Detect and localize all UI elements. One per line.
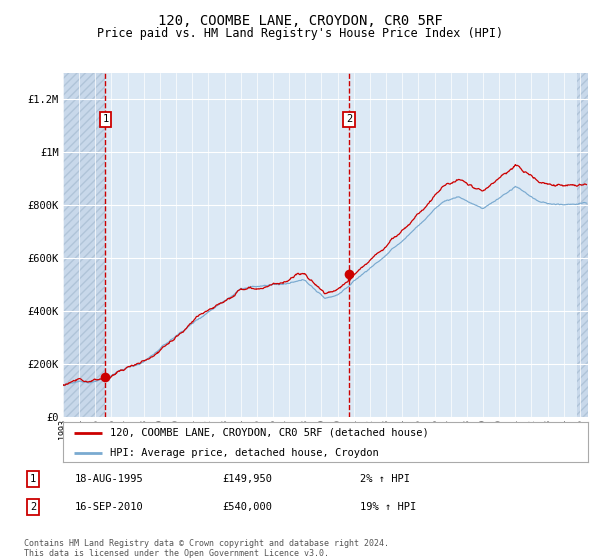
Text: 2% ↑ HPI: 2% ↑ HPI: [360, 474, 410, 484]
Text: 120, COOMBE LANE, CROYDON, CR0 5RF: 120, COOMBE LANE, CROYDON, CR0 5RF: [158, 14, 442, 28]
Text: £540,000: £540,000: [222, 502, 272, 512]
Text: Contains HM Land Registry data © Crown copyright and database right 2024.
This d: Contains HM Land Registry data © Crown c…: [24, 539, 389, 558]
Text: 2: 2: [346, 114, 352, 124]
Text: 1: 1: [30, 474, 36, 484]
Text: 2: 2: [30, 502, 36, 512]
Text: 18-AUG-1995: 18-AUG-1995: [75, 474, 144, 484]
Bar: [63, 73, 106, 417]
Text: HPI: Average price, detached house, Croydon: HPI: Average price, detached house, Croy…: [110, 448, 379, 458]
Bar: [577, 73, 588, 417]
Text: £149,950: £149,950: [222, 474, 272, 484]
Text: Price paid vs. HM Land Registry's House Price Index (HPI): Price paid vs. HM Land Registry's House …: [97, 27, 503, 40]
Text: 1: 1: [103, 114, 109, 124]
Bar: [106, 73, 577, 417]
Text: 16-SEP-2010: 16-SEP-2010: [75, 502, 144, 512]
Text: 19% ↑ HPI: 19% ↑ HPI: [360, 502, 416, 512]
Text: 120, COOMBE LANE, CROYDON, CR0 5RF (detached house): 120, COOMBE LANE, CROYDON, CR0 5RF (deta…: [110, 428, 429, 438]
